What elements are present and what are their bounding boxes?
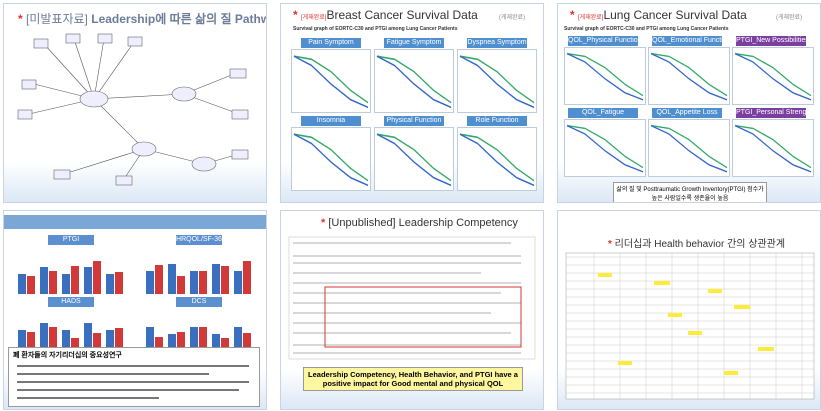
panel-label: HADS	[48, 297, 94, 307]
slide[interactable]: PTGI HRQOL/SF-36 HADS DCS 폐 환자들의 자기리더십의 중요성…	[3, 210, 267, 410]
survival-plot	[374, 49, 454, 113]
bar-chart	[138, 246, 260, 294]
tag: [게재완료]	[578, 15, 604, 21]
survival-plot	[564, 119, 646, 177]
panel-label: PTGI_Personal Strength	[736, 108, 806, 118]
slide-title: Lung Cancer Survival Data	[603, 8, 747, 22]
bar-chart	[10, 246, 132, 294]
panel-label: QOL_Emotional Function	[652, 36, 722, 46]
panel-label: Role Function	[467, 116, 527, 126]
survival-plot	[648, 119, 730, 177]
slide[interactable]: * [Unpublished] Leadership Competency Le…	[280, 210, 544, 410]
panel-label: Pain Symptom	[301, 38, 361, 48]
text-lines	[17, 365, 249, 399]
panel-label: PTGI_New Possibilities	[736, 36, 806, 46]
box-title: 폐 환자들의 자기리더십의 중요성연구	[13, 352, 122, 359]
panel-label: Fatigue Symptom	[384, 38, 444, 48]
slide[interactable]: * [미발표자료] Leadership에 따른 삶의 질 Pathway	[3, 3, 267, 203]
survival-plot	[732, 47, 814, 105]
panel-label: QOL_Appetite Loss	[652, 108, 722, 118]
survival-plot	[457, 127, 537, 191]
tag: (게재완료)	[499, 15, 526, 21]
slide-title: [Unpublished] Leadership Competency	[328, 217, 518, 229]
survival-plot	[291, 127, 371, 191]
tag: (게재완료)	[776, 15, 803, 21]
panel-label: QOL_Fatigue	[568, 108, 638, 118]
text-box: 폐 환자들의 자기리더십의 중요성연구	[8, 347, 260, 407]
bar-chart	[138, 308, 260, 356]
path-diagram	[17, 33, 249, 186]
panel-label: Insomnia	[301, 116, 361, 126]
panel-label: DCS	[176, 297, 222, 307]
panel-label: HRQOL/SF-36	[176, 235, 222, 245]
tag: [게재완료]	[301, 15, 327, 21]
table-image	[288, 236, 536, 360]
title-prefix: [미발표자료]	[26, 12, 88, 26]
header-bar	[4, 215, 266, 229]
slide-title: Leadership에 따른 삶의 질 Pathway	[91, 12, 267, 26]
survival-plot	[374, 127, 454, 191]
slide-title: Breast Cancer Survival Data	[326, 8, 478, 22]
subtitle: Survival graph of EORTC-C30 and PTGI amo…	[293, 26, 458, 32]
slide-title: 리더십과 Health behavior 간의 상관관계	[614, 239, 786, 250]
slide[interactable]: * 리더십과 Health behavior 간의 상관관계	[557, 210, 821, 410]
survival-plot	[291, 49, 371, 113]
panel-label: QOL_Physical Function	[568, 36, 638, 46]
panel-label: Dyspnea Symptom	[467, 38, 527, 48]
panel-label: PTGI	[48, 235, 94, 245]
survival-plot	[648, 47, 730, 105]
subtitle: Survival graph of EORTC-C30 and PTGI amo…	[564, 26, 729, 32]
survival-plot	[732, 119, 814, 177]
survival-plot	[564, 47, 646, 105]
correlation-table	[565, 252, 815, 400]
slide[interactable]: * [게재완료]Lung Cancer Survival Data (게재완료)…	[557, 3, 821, 203]
slide[interactable]: * [게재완료]Breast Cancer Survival Data (게재완…	[280, 3, 544, 203]
survival-plot	[457, 49, 537, 113]
conclusion-box: Leadership Competency, Health Behavior, …	[303, 367, 523, 391]
panel-label: Physical Function	[384, 116, 444, 126]
note: 삶의 질 및 Posttraumatic Growth Inventory(PT…	[613, 182, 767, 202]
